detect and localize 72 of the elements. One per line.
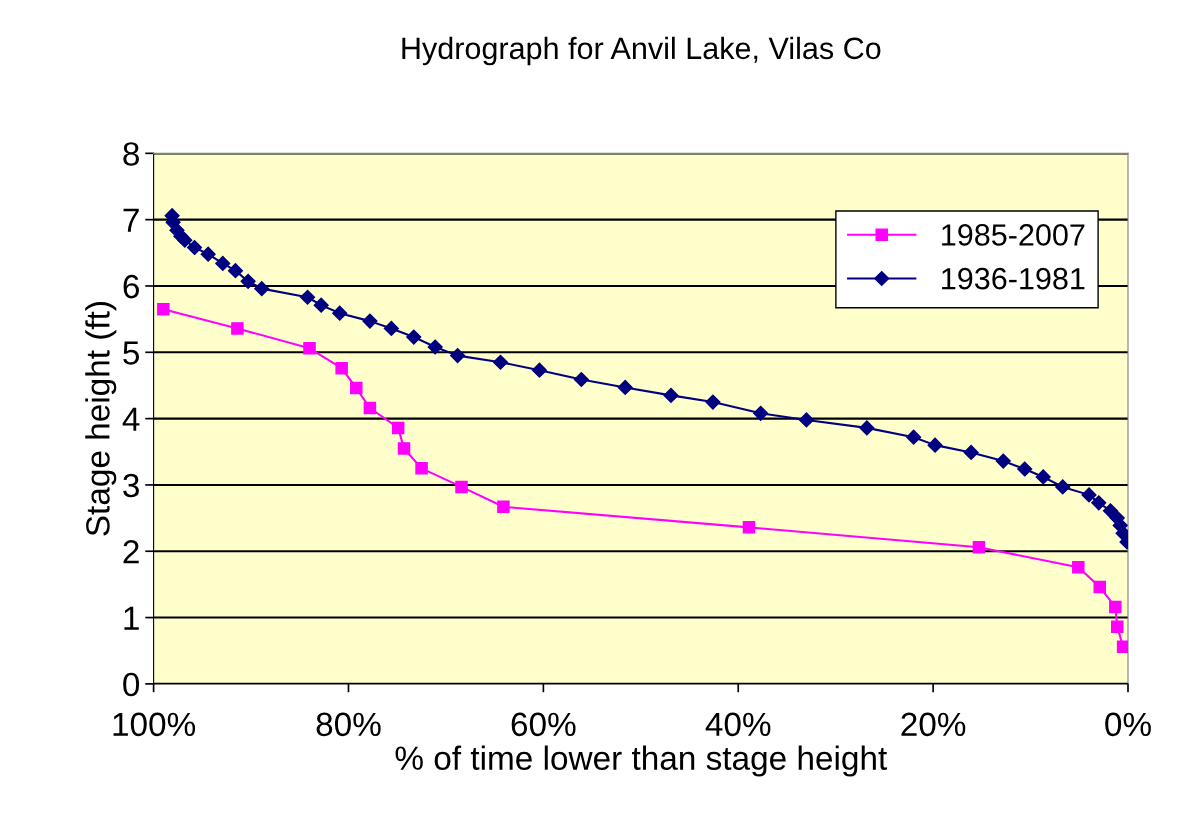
y-tick-label: 2 (123, 540, 139, 564)
point (186, 239, 203, 256)
x-tick-label: 20% (901, 712, 966, 737)
point (1102, 503, 1119, 519)
point (705, 394, 721, 410)
point (1109, 600, 1122, 614)
y-tick-label: 4 (122, 407, 140, 431)
point (332, 305, 348, 321)
point (906, 429, 922, 445)
point (663, 387, 679, 403)
x-tick-label: 80% (316, 712, 381, 737)
point (1017, 461, 1033, 477)
y-tick-label: 7 (123, 208, 139, 232)
point (303, 342, 316, 355)
point (299, 289, 316, 305)
point (240, 273, 256, 289)
y-tick-label: 0 (123, 672, 140, 697)
y-tick-label: 8 (123, 142, 139, 166)
point (753, 405, 769, 421)
y-tick-label: 6 (123, 274, 139, 299)
y-tick-label: 5 (123, 341, 140, 365)
point (1035, 469, 1051, 485)
point (1091, 495, 1107, 511)
point (177, 232, 193, 248)
point (1055, 479, 1071, 495)
point (573, 371, 589, 388)
legend-label: 1985-2007 (942, 224, 1085, 246)
point (391, 421, 405, 435)
point (1116, 640, 1128, 653)
point (963, 444, 979, 461)
point (335, 361, 348, 375)
point (1111, 620, 1124, 634)
point (397, 442, 411, 455)
point (383, 320, 399, 336)
point (450, 348, 466, 364)
point (406, 329, 422, 345)
point (363, 401, 377, 415)
point (972, 541, 986, 554)
point (995, 453, 1011, 469)
point (157, 302, 170, 316)
point (617, 379, 633, 396)
point (227, 263, 244, 279)
point (927, 437, 943, 453)
point (1072, 560, 1085, 574)
y-tick-label: 3 (123, 473, 139, 498)
point (742, 521, 756, 534)
point (231, 322, 244, 335)
y-tick-label: 1 (124, 606, 139, 630)
point (427, 339, 443, 355)
x-tick-label: 0% (1105, 712, 1151, 737)
y-axis-title: Stage height (ft) (85, 302, 117, 536)
x-tick-label: 60% (511, 712, 576, 737)
point (1081, 487, 1097, 503)
x-tick-label: 100% (113, 712, 196, 737)
point (415, 462, 428, 475)
legend-label: 1936-1981 (942, 267, 1085, 290)
point (497, 500, 510, 514)
point (350, 381, 363, 395)
point (455, 480, 468, 494)
chart-title: Hydrograph for Anvil Lake, Vilas Co (402, 36, 881, 66)
x-tick-label: 40% (705, 712, 771, 737)
point (859, 420, 875, 436)
point (215, 255, 231, 271)
point (313, 297, 329, 313)
point (492, 354, 509, 370)
x-axis-title: % of time lower than stage height (395, 745, 888, 777)
point (1093, 580, 1106, 594)
point (200, 246, 216, 262)
point (531, 362, 548, 378)
point (362, 313, 378, 329)
point (254, 281, 270, 297)
point (798, 412, 815, 428)
